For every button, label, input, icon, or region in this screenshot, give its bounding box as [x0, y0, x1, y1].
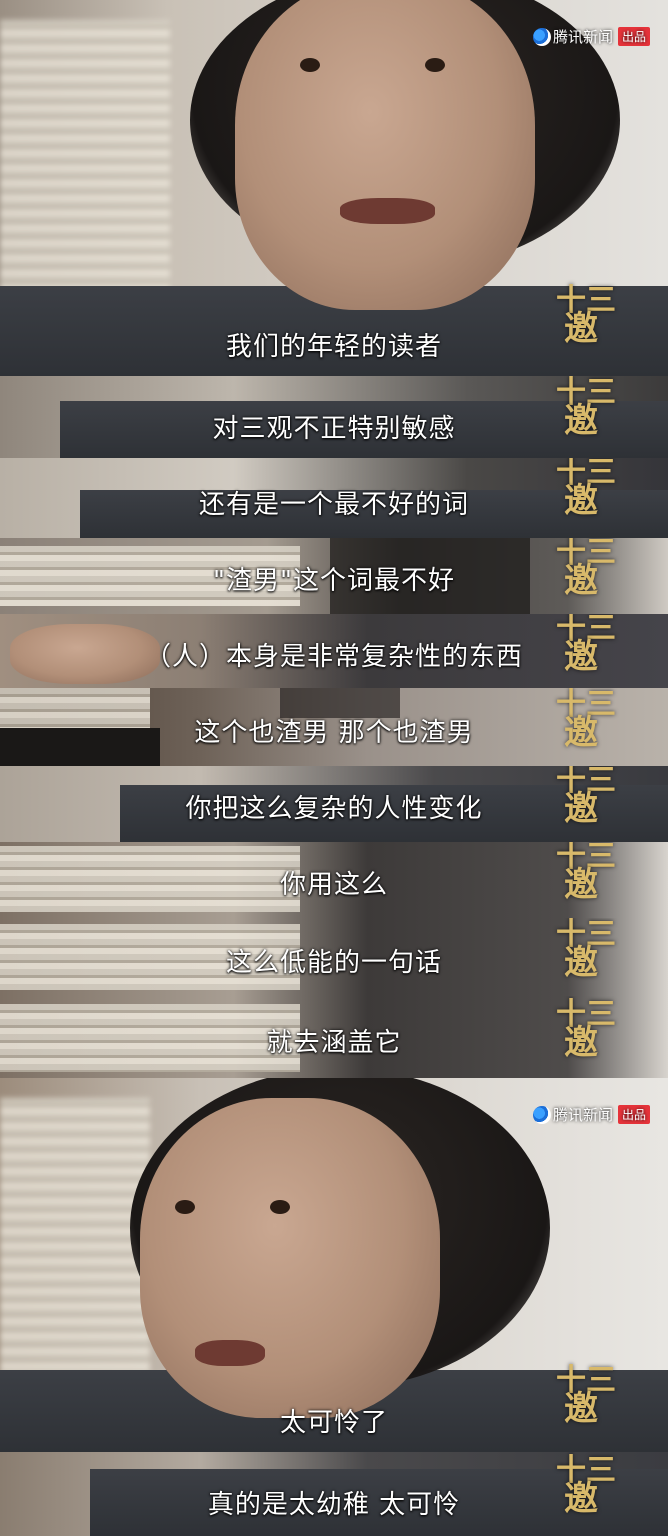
- subtitle: 你把这么复杂的人性变化: [185, 794, 483, 824]
- subtitle: 这么低能的一句话: [225, 948, 442, 978]
- subtitle: 真的是太幼稚 太可怜: [207, 1490, 461, 1520]
- frame-4: 十三邀 "渣男"这个词最不好: [0, 538, 668, 614]
- seal-line1: 十三: [556, 842, 616, 874]
- shirt: [80, 490, 668, 538]
- show-seal: 十三邀: [556, 376, 616, 441]
- frame-7: 十三邀 你把这么复杂的人性变化: [0, 766, 668, 842]
- seal-line2: 邀: [564, 1389, 598, 1429]
- seal-line1: 十三: [556, 538, 616, 570]
- frame-3: 十三邀 还有是一个最不好的词: [0, 458, 668, 538]
- seal-line1: 十三: [556, 766, 616, 798]
- frame-5: 十三邀 （人）本身是非常复杂性的东西: [0, 614, 668, 688]
- face: [140, 1098, 440, 1418]
- subtitle: 就去涵盖它: [266, 1028, 402, 1058]
- subtitle: 太可怜了: [279, 1408, 388, 1438]
- show-seal: 十三邀: [556, 766, 616, 826]
- tencent-logo-icon: [532, 1105, 551, 1124]
- seal-line2: 邀: [564, 865, 598, 905]
- right-eye: [425, 58, 445, 72]
- seal-line1: 十三: [556, 997, 616, 1032]
- seal-line1: 十三: [556, 458, 616, 490]
- background-papers: [0, 924, 300, 990]
- frame-10: 十三邀 就去涵盖它: [0, 996, 668, 1078]
- show-seal: 十三邀: [556, 538, 616, 598]
- show-seal: 十三邀: [556, 918, 616, 983]
- chair: [330, 538, 530, 614]
- seal-line2: 邀: [564, 789, 598, 829]
- background-papers: [0, 546, 300, 606]
- frame-11: 腾讯新闻 出品 十三 邀 太可怜了: [0, 1078, 668, 1452]
- show-seal: 十三邀: [556, 1453, 616, 1519]
- subtitle: （人）本身是非常复杂性的东西: [144, 642, 523, 672]
- mouth: [195, 1340, 265, 1366]
- subtitle: 你用这么: [279, 870, 388, 900]
- left-eye: [175, 1200, 195, 1214]
- frame-2: 十三邀 对三观不正特别敏感: [0, 376, 668, 458]
- background-papers: [0, 1004, 300, 1072]
- shirt: [90, 1468, 668, 1536]
- seal-line2: 邀: [564, 561, 598, 601]
- seal-line1: 十三: [556, 283, 616, 318]
- seal-line2: 邀: [564, 637, 598, 677]
- background-papers: [0, 688, 150, 728]
- seal-line1: 十三: [556, 1453, 616, 1488]
- show-seal: 十三邀: [556, 842, 616, 902]
- desk: [0, 728, 160, 766]
- show-seal: 十三邀: [556, 688, 616, 753]
- seal-line2: 邀: [564, 943, 598, 983]
- subtitle: 这个也渣男 那个也渣男: [194, 718, 474, 748]
- seal-line2: 邀: [564, 309, 598, 349]
- watermark-brand: 腾讯新闻: [552, 1106, 613, 1124]
- frame-1: 腾讯新闻 出品 十三 邀 我们的年轻的读者: [0, 0, 668, 376]
- show-seal: 十三邀: [556, 614, 616, 674]
- watermark-badge: 出品: [617, 27, 650, 46]
- subtitle: 还有是一个最不好的词: [198, 490, 469, 520]
- seal-line1: 十三: [556, 918, 616, 952]
- frame-8: 十三邀 你用这么: [0, 842, 668, 918]
- show-seal: 十三邀: [556, 458, 616, 518]
- news-watermark: 腾讯新闻 出品: [532, 26, 650, 47]
- legs: [280, 688, 400, 718]
- news-watermark: 腾讯新闻 出品: [532, 1104, 650, 1125]
- seal-line2: 邀: [564, 1023, 598, 1063]
- seal-line2: 邀: [564, 401, 598, 441]
- left-eye: [300, 58, 320, 72]
- subtitle: 对三观不正特别敏感: [212, 414, 456, 444]
- subtitle: 我们的年轻的读者: [225, 332, 442, 362]
- watermark-badge: 出品: [617, 1105, 650, 1124]
- seal-line2: 邀: [564, 481, 598, 521]
- seal-line2: 邀: [564, 1479, 598, 1519]
- tencent-logo-icon: [532, 27, 551, 46]
- seal-line1: 十三: [556, 376, 616, 410]
- background-papers: [0, 846, 300, 912]
- hand: [10, 624, 160, 684]
- frame-6: 十三邀 这个也渣男 那个也渣男: [0, 688, 668, 766]
- subtitle: "渣男"这个词最不好: [213, 566, 455, 596]
- frame-9: 十三邀 这么低能的一句话: [0, 918, 668, 996]
- show-seal: 十三 邀: [556, 1363, 616, 1429]
- show-seal: 十三 邀: [556, 283, 616, 349]
- watermark-brand: 腾讯新闻: [552, 28, 613, 46]
- frame-12: 十三邀 真的是太幼稚 太可怜: [0, 1452, 668, 1536]
- show-seal: 十三邀: [556, 997, 616, 1063]
- shirt: [60, 400, 668, 458]
- seal-line1: 十三: [556, 614, 616, 646]
- seal-line1: 十三: [556, 688, 616, 722]
- face: [235, 0, 535, 310]
- mouth: [340, 198, 435, 224]
- seal-line2: 邀: [564, 713, 598, 753]
- right-eye: [270, 1200, 290, 1214]
- shirt: [120, 785, 668, 842]
- seal-line1: 十三: [556, 1363, 616, 1398]
